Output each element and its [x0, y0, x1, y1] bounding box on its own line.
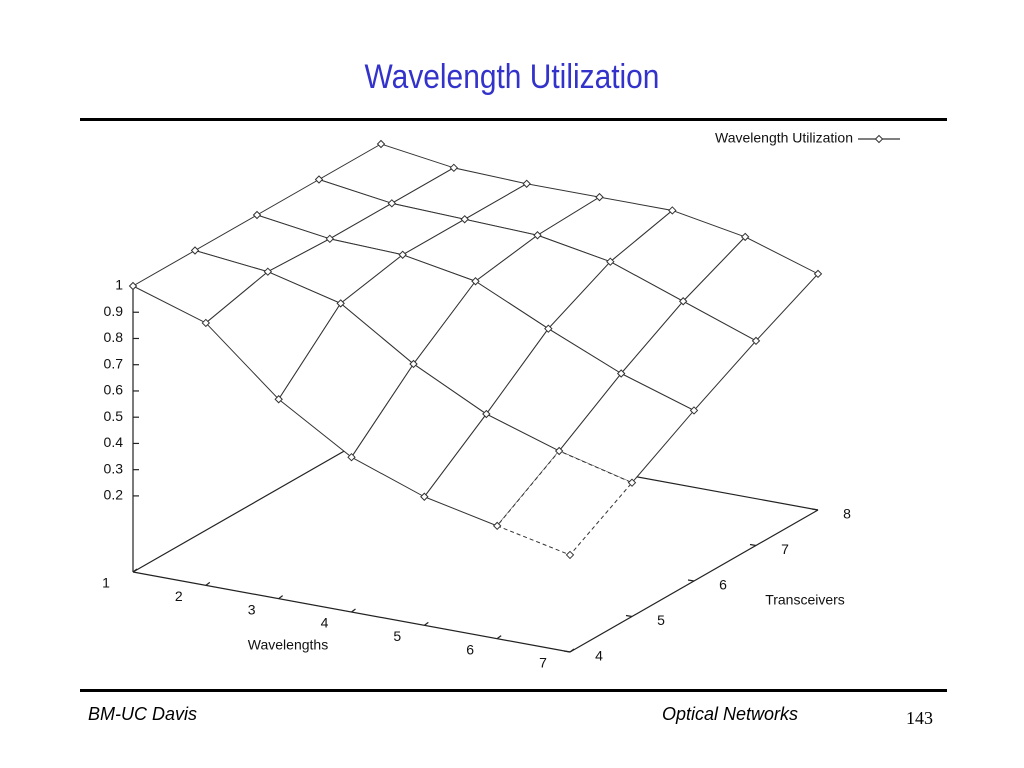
data-point	[606, 257, 615, 266]
data-point	[325, 234, 335, 244]
x-tick	[569, 648, 575, 653]
legend-marker	[874, 134, 884, 144]
x-tick	[132, 568, 138, 573]
x-tick	[423, 621, 429, 626]
z-tick-label: 0.7	[104, 355, 124, 371]
y-tick-label: 7	[781, 541, 789, 557]
base-edge	[132, 429, 382, 573]
data-point	[252, 210, 262, 220]
x-axis-label: Wavelengths	[248, 637, 328, 653]
x-tick	[351, 608, 356, 613]
data-point	[128, 281, 138, 291]
slide-title: Wavelength Utilization	[364, 58, 660, 96]
x-tick-label: 1	[102, 575, 110, 591]
data-point	[471, 277, 480, 286]
data-point	[398, 250, 407, 259]
data-point	[627, 478, 637, 487]
data-point	[190, 246, 200, 255]
x-tick	[205, 581, 211, 586]
data-point	[449, 163, 459, 173]
y-tick-label: 6	[719, 577, 727, 593]
x-tick-label: 5	[393, 628, 401, 644]
surface-cell	[496, 450, 633, 556]
data-point	[668, 206, 677, 215]
data-point	[813, 269, 823, 279]
data-point	[616, 369, 626, 378]
z-tick-label: 0.8	[104, 329, 124, 345]
data-point	[522, 179, 531, 188]
y-tick-label: 4	[595, 648, 603, 664]
z-tick-label: 0.2	[104, 487, 124, 503]
x-tick	[278, 595, 284, 600]
footer-left: BM-UC Davis	[88, 704, 198, 724]
x-tick-label: 2	[175, 588, 183, 604]
y-tick-label: 5	[657, 612, 665, 628]
data-point	[376, 139, 386, 149]
footer-rule	[80, 689, 947, 692]
y-tick-label: 8	[843, 506, 851, 522]
y-tick	[625, 614, 633, 618]
data-point	[565, 550, 575, 560]
x-tick-label: 6	[466, 641, 474, 657]
data-point	[263, 267, 273, 276]
y-tick	[687, 579, 695, 582]
data-point	[201, 318, 211, 328]
data-point	[544, 324, 553, 333]
data-point	[554, 446, 564, 456]
x-tick-label: 3	[248, 601, 256, 617]
legend-label: Wavelength Utilization	[715, 130, 853, 146]
data-point	[595, 192, 604, 202]
data-point	[492, 521, 502, 531]
data-point	[751, 336, 761, 346]
data-point	[678, 297, 688, 306]
data-point	[274, 395, 283, 404]
y-tick	[563, 650, 571, 653]
x-tick-label: 4	[321, 615, 329, 631]
data-point	[347, 452, 356, 462]
z-tick-label: 0.4	[104, 434, 124, 450]
data-point	[420, 492, 429, 501]
data-point	[336, 299, 345, 308]
x-tick	[496, 635, 502, 640]
data-point	[482, 409, 491, 419]
y-tick	[811, 508, 819, 511]
header-rule	[80, 118, 947, 121]
data-point	[533, 231, 542, 240]
data-point	[460, 215, 469, 224]
x-tick-label: 7	[539, 655, 547, 671]
data-point	[409, 359, 418, 369]
data-point	[387, 199, 397, 208]
z-tick-label: 0.6	[104, 382, 124, 398]
data-point	[314, 175, 324, 184]
y-tick	[749, 543, 757, 547]
z-tick-label: 1	[115, 277, 123, 293]
data-point	[689, 406, 699, 415]
z-tick-label: 0.5	[104, 408, 124, 424]
data-point	[740, 232, 750, 242]
z-tick-label: 0.9	[104, 303, 124, 319]
footer-center: Optical Networks	[662, 704, 799, 724]
y-axis-label: Transceivers	[765, 592, 845, 608]
z-tick-label: 0.3	[104, 460, 124, 476]
page-number: 143	[906, 708, 933, 728]
